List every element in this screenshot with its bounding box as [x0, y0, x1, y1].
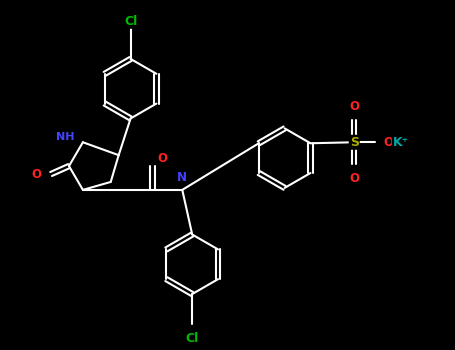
Text: O: O — [157, 152, 167, 164]
Text: N: N — [177, 171, 187, 184]
Text: K⁺: K⁺ — [393, 136, 409, 149]
Text: O: O — [383, 136, 393, 149]
Text: S: S — [350, 136, 359, 149]
Text: O: O — [31, 168, 41, 181]
Text: Cl: Cl — [124, 15, 137, 28]
Text: O: O — [349, 172, 359, 185]
Text: Cl: Cl — [186, 332, 199, 345]
Text: NH: NH — [56, 132, 75, 142]
Text: O: O — [349, 99, 359, 112]
